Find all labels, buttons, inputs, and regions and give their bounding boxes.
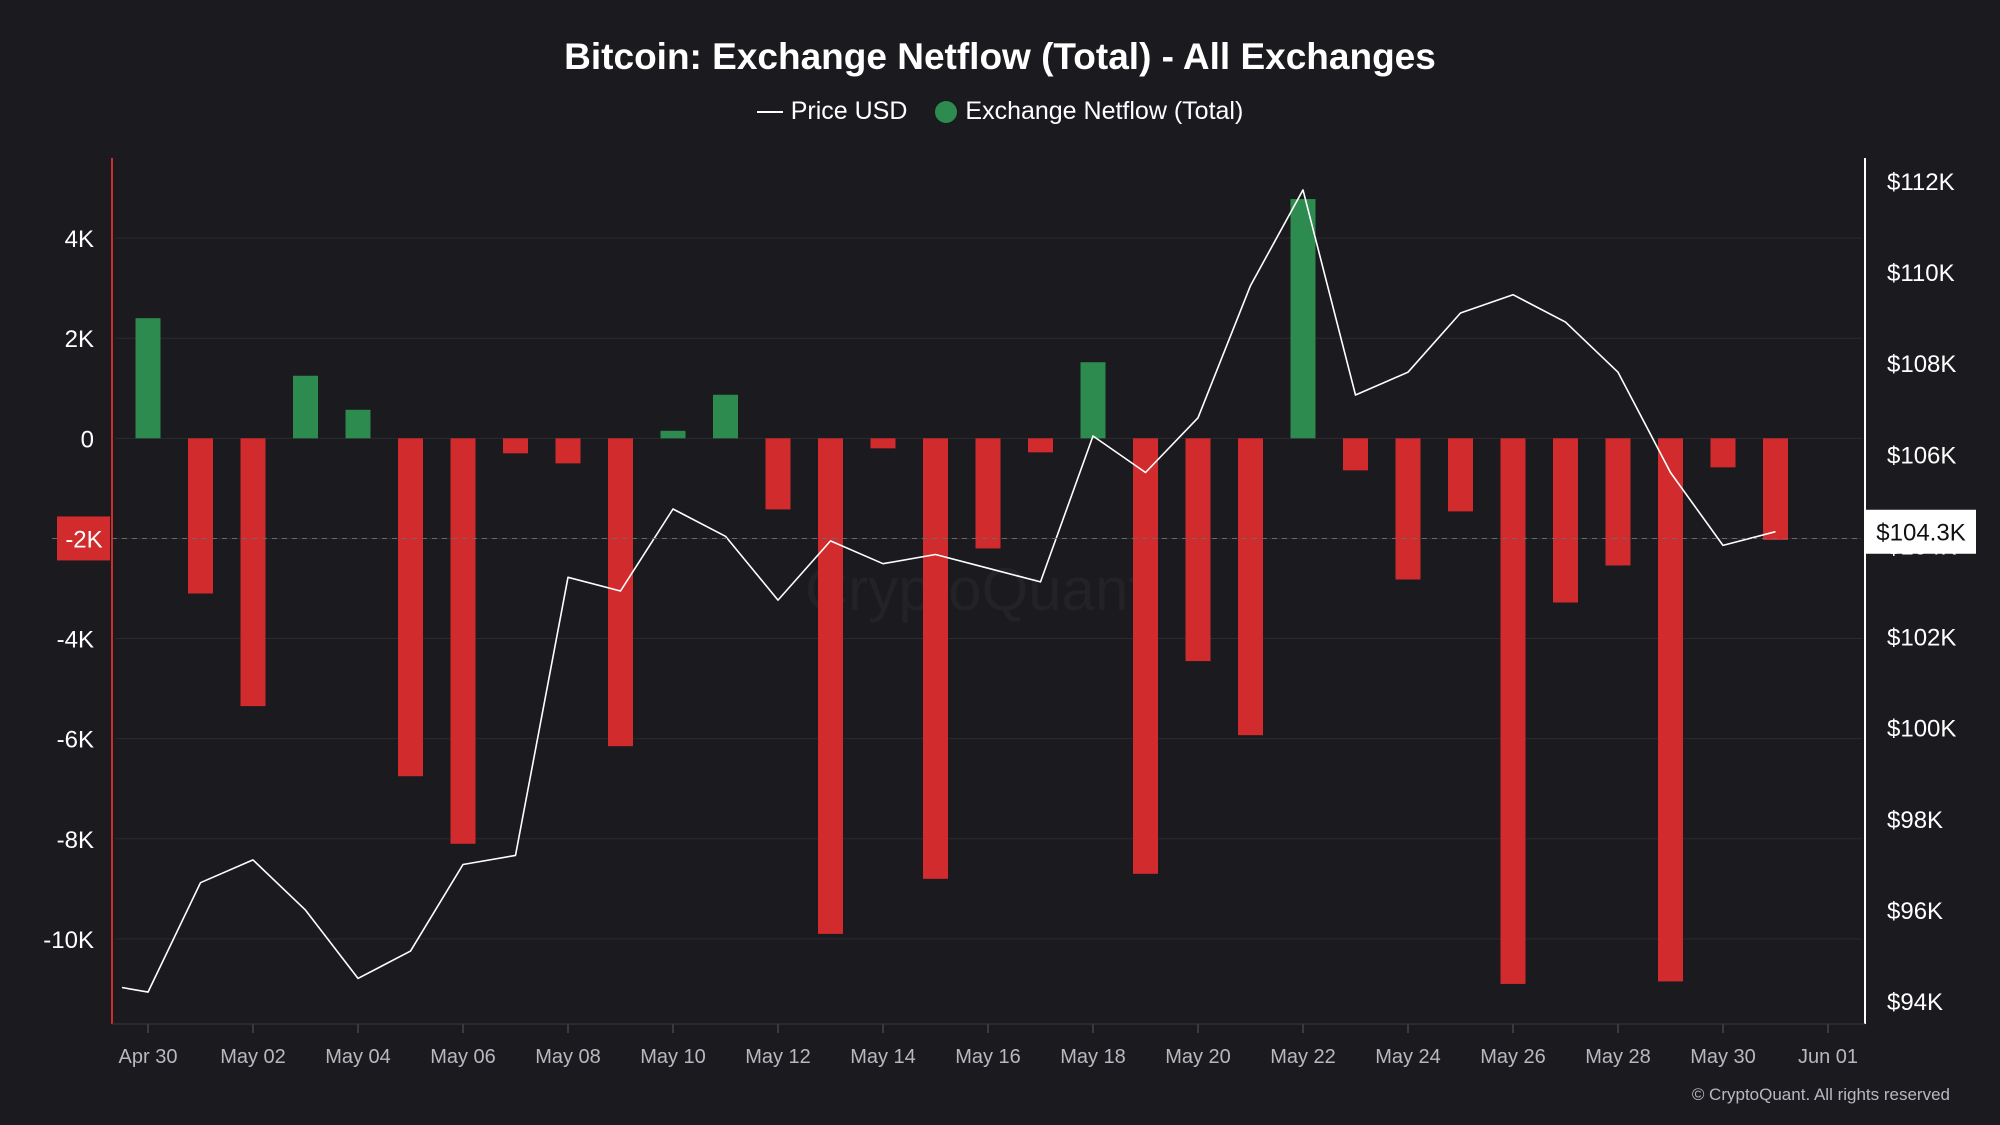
tick-labels: 4K 2K 0 -4K -6K -8K -10K $112K $110K $108K $106K $1…	[43, 169, 1956, 1068]
legend-item-price[interactable]: Price USD	[756, 97, 908, 126]
x-tick-label: May 24	[1375, 1046, 1441, 1068]
x-tick-label: May 22	[1270, 1046, 1336, 1068]
y-right-tick-label: $96K	[1887, 898, 1943, 925]
netflow-bar	[1710, 438, 1736, 468]
netflow-bar	[1028, 438, 1053, 453]
netflow-bar	[923, 438, 948, 879]
netflow-bar	[450, 438, 476, 844]
y-left-tick-label: 0	[81, 426, 94, 453]
netflow-bar	[608, 438, 633, 747]
y-right-tick-label: $98K	[1887, 807, 1943, 834]
y-left-tick-label: -6K	[57, 727, 94, 754]
y-left-tick-label: -10K	[43, 927, 94, 954]
x-tick-label: May 04	[325, 1046, 391, 1068]
netflow-bar	[713, 394, 738, 439]
netflow-bar	[345, 409, 371, 439]
chart-legend: Price USD Exchange Netflow (Total)	[0, 97, 2000, 126]
netflow-bar	[660, 430, 686, 439]
legend-item-netflow[interactable]: Exchange Netflow (Total)	[935, 97, 1243, 126]
y-right-tick-label: $102K	[1887, 625, 1956, 652]
chart-title: Bitcoin: Exchange Netflow (Total) - All …	[564, 36, 1436, 77]
netflow-bar	[975, 438, 1001, 549]
netflow-bar	[293, 375, 318, 439]
legend-label-price: Price USD	[790, 97, 908, 125]
netflow-bar	[1343, 438, 1368, 471]
netflow-bar	[1238, 438, 1263, 736]
x-tick-label: May 08	[535, 1046, 601, 1068]
x-tick-label: Jun 01	[1798, 1046, 1858, 1068]
current-price-label: $104.3K	[1876, 520, 1965, 547]
price-line	[121, 189, 1776, 993]
netflow-bar	[135, 318, 161, 439]
watermark: CryptoQuant	[805, 556, 1145, 623]
y-right-tick-label: $94K	[1887, 989, 1943, 1016]
price-line-layer	[121, 189, 1776, 993]
y-right-tick-label: $108K	[1887, 351, 1956, 378]
netflow-bar	[1185, 438, 1211, 662]
netflow-bar	[555, 438, 581, 464]
netflow-bar	[1658, 438, 1683, 982]
x-tick-label: May 14	[850, 1046, 916, 1068]
x-tick-label: May 20	[1165, 1046, 1231, 1068]
netflow-bar	[1290, 199, 1316, 439]
netflow-bar	[240, 438, 266, 707]
netflow-bars	[135, 199, 1788, 984]
y-right-tick-label: $112K	[1887, 169, 1955, 196]
netflow-bar	[503, 438, 528, 454]
netflow-bar	[1605, 438, 1631, 566]
x-tick-label: May 18	[1060, 1046, 1126, 1068]
x-tick-label: May 12	[745, 1046, 811, 1068]
netflow-bar	[765, 438, 791, 510]
line-swatch-icon	[756, 110, 783, 113]
y-left-tick-label: 2K	[65, 326, 94, 353]
netflow-bar	[1448, 438, 1473, 512]
x-tick-label: May 30	[1690, 1046, 1756, 1068]
x-tick-label: May 28	[1585, 1046, 1651, 1068]
x-tick-label: Apr 30	[119, 1046, 178, 1068]
netflow-bar	[870, 438, 896, 449]
current-price-badge	[1866, 509, 1976, 554]
x-tick-label: May 16	[955, 1046, 1021, 1068]
netflow-bar	[1080, 362, 1106, 439]
dot-swatch-icon	[935, 100, 958, 123]
netflow-bar	[818, 438, 843, 934]
netflow-bar	[398, 438, 423, 777]
y-left-tick-label: 4K	[65, 226, 94, 253]
y-right-tick-label: $106K	[1887, 442, 1956, 469]
legend-label-netflow: Exchange Netflow (Total)	[965, 97, 1244, 125]
netflow-bar	[1133, 438, 1158, 874]
y-right-tick-label: $110K	[1887, 260, 1955, 287]
y-left-tick-label: -4K	[57, 627, 94, 654]
copyright-text: © CryptoQuant. All rights reserved	[1691, 1085, 1950, 1104]
netflow-bar	[188, 438, 213, 594]
crosshair-badge	[57, 516, 110, 561]
y-left-tick-label: -8K	[57, 827, 94, 854]
x-tick-label: May 26	[1480, 1046, 1546, 1068]
x-tick-label: May 06	[430, 1046, 496, 1068]
netflow-bar	[1395, 438, 1421, 580]
netflow-bar	[1553, 438, 1578, 603]
netflow-bar	[1500, 438, 1526, 984]
y-right-tick-label: $100K	[1887, 716, 1956, 743]
netflow-bar	[1763, 438, 1788, 540]
crosshair-overlays: -2K $104.3K	[52, 509, 1976, 561]
x-tick-label: May 10	[640, 1046, 706, 1068]
x-tick-label: May 02	[220, 1046, 286, 1068]
crosshair-left-label: -2K	[65, 526, 102, 553]
axes	[111, 158, 1866, 1033]
